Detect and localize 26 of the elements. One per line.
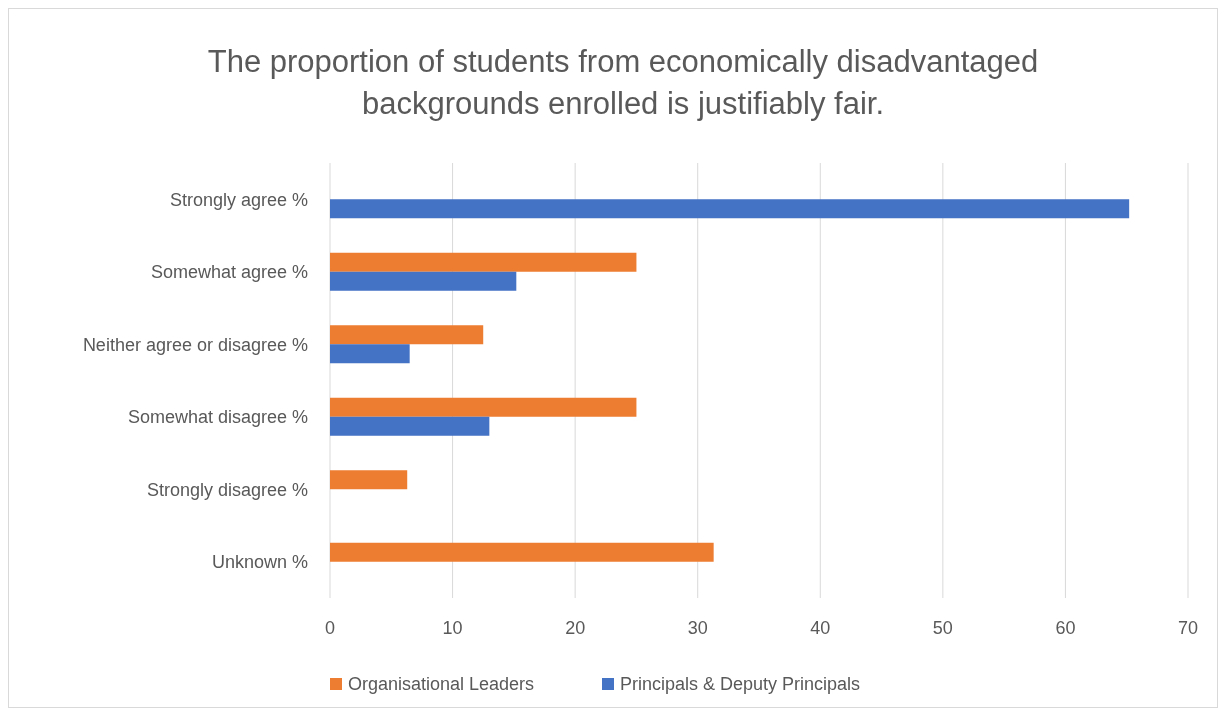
bar <box>330 252 637 272</box>
legend-label: Organisational Leaders <box>348 674 535 695</box>
x-tick-label: 70 <box>1177 618 1199 638</box>
y-tick-label: Strongly disagree % <box>146 479 308 500</box>
x-tick-label: 0 <box>324 618 336 638</box>
x-tick-label: 60 <box>1055 618 1076 638</box>
x-tick-label: 50 <box>932 618 953 638</box>
bar <box>330 397 637 417</box>
y-tick-label: Strongly agree % <box>169 189 308 210</box>
y-tick-label: Unknown % <box>211 552 308 573</box>
x-tick-label: 20 <box>565 618 586 638</box>
x-tick-label: 10 <box>442 618 463 638</box>
bar <box>330 416 490 436</box>
y-tick-label: Neither agree or disagree % <box>82 334 308 355</box>
y-tick-label: Somewhat agree % <box>150 262 308 283</box>
bar <box>330 199 1130 219</box>
bar <box>330 542 714 562</box>
y-tick-label: Somewhat disagree % <box>127 407 308 428</box>
legend-label: Principals & Deputy Principals <box>620 674 861 695</box>
bar <box>330 271 517 291</box>
x-tick-label: 30 <box>687 618 708 638</box>
chart-title: The proportion of students from economically disadvantaged backgrounds enrolled is justifiably fair. <box>207 44 1039 121</box>
x-tick-label: 40 <box>810 618 831 638</box>
bar <box>330 470 408 490</box>
bar <box>330 325 484 345</box>
bar <box>330 344 410 364</box>
